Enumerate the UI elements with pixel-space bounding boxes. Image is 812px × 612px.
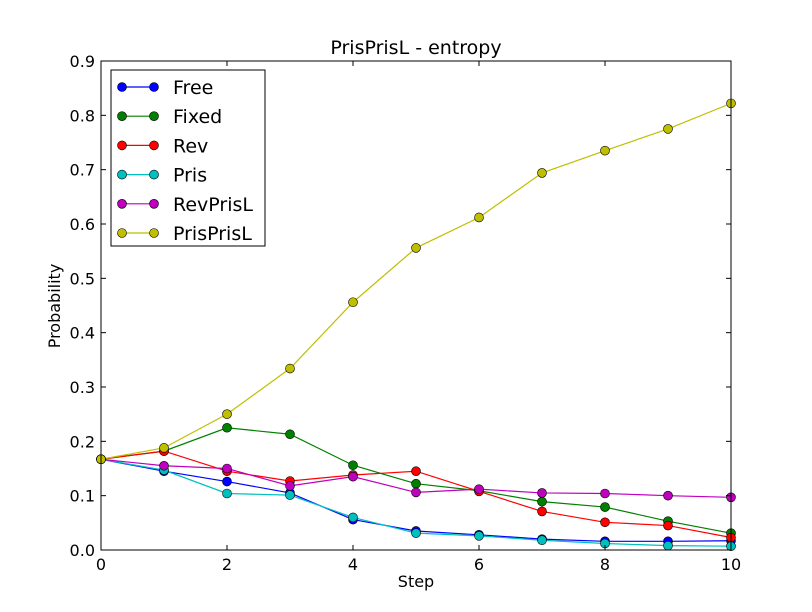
legend-label: Rev: [173, 135, 208, 157]
y-axis-label: Probability: [45, 264, 64, 349]
data-point-prisprisl: [474, 212, 484, 223]
plot-frame: [100, 60, 732, 551]
data-point-fixed: [411, 478, 421, 489]
legend-marker: [149, 140, 159, 151]
data-point-pris: [411, 528, 421, 538]
x-tick-label: 2: [222, 555, 232, 574]
legend-marker: [149, 228, 159, 238]
y-tick-label: 0.0: [70, 541, 95, 560]
legend-marker: [149, 169, 159, 180]
data-point-revprisl: [474, 484, 484, 494]
chart-title: PrisPrisL - entropy: [330, 37, 501, 59]
x-tick-label: 10: [721, 555, 741, 574]
legend-marker: [117, 82, 127, 92]
data-point-prisprisl: [285, 363, 295, 374]
x-axis-label: Step: [398, 572, 434, 591]
legend-marker: [117, 169, 127, 180]
data-point-fixed: [537, 496, 547, 507]
data-point-revprisl: [159, 460, 169, 471]
y-tick-label: 0.2: [70, 432, 95, 451]
data-point-pris: [222, 488, 232, 499]
data-point-fixed: [348, 460, 358, 471]
y-tick-label: 0.1: [70, 487, 95, 506]
data-point-rev: [663, 520, 673, 531]
legend-marker: [149, 199, 159, 209]
data-point-revprisl: [348, 471, 358, 482]
plot-markers: [96, 98, 736, 551]
data-point-prisprisl: [222, 409, 232, 419]
data-point-prisprisl: [348, 297, 358, 308]
data-point-pris: [474, 531, 484, 541]
data-point-rev: [411, 466, 421, 477]
legend-marker: [149, 111, 159, 121]
legend-frame: [110, 69, 266, 247]
legend-label: RevPrisL: [173, 194, 253, 216]
y-tick-label: 0.3: [70, 378, 95, 397]
data-point-revprisl: [663, 490, 673, 501]
y-axis: 0.0 0.1 0.2 0.3 0.4 0.5 0.6 0.7 0.8 0.9: [70, 52, 731, 560]
y-tick-label: 0.8: [70, 106, 95, 125]
data-point-prisprisl: [159, 443, 169, 453]
legend-marker: [149, 82, 159, 92]
data-point-prisprisl: [411, 243, 421, 253]
data-point-pris: [348, 512, 358, 523]
y-tick-label: 0.6: [70, 215, 95, 234]
y-tick-label: 0.7: [70, 161, 95, 180]
data-point-free: [222, 476, 232, 487]
data-point-revprisl: [285, 481, 295, 491]
legend-label: Free: [173, 77, 213, 99]
data-point-prisprisl: [663, 124, 673, 134]
legend-marker: [117, 199, 127, 209]
legend-label: Pris: [173, 165, 207, 187]
legend-marker: [117, 111, 127, 121]
x-tick-label: 4: [348, 555, 358, 574]
x-tick-label: 6: [474, 555, 484, 574]
x-tick-label: 8: [600, 555, 610, 574]
x-tick-label: 0: [96, 555, 106, 574]
data-point-prisprisl: [537, 168, 547, 178]
data-point-pris: [663, 540, 673, 551]
y-tick-label: 0.4: [70, 324, 95, 343]
data-point-rev: [600, 517, 610, 528]
legend: Free Fixed Rev Pris RevPrisL PrisPrisL: [110, 69, 266, 247]
legend-marker: [117, 140, 127, 151]
x-axis: 0 2 4 6 8 10: [96, 61, 741, 574]
data-point-revprisl: [537, 488, 547, 498]
legend-marker: [117, 228, 127, 238]
data-point-revprisl: [222, 463, 232, 474]
data-point-fixed: [600, 502, 610, 512]
legend-label: Fixed: [173, 106, 222, 128]
data-point-prisprisl: [600, 145, 610, 156]
legend-label: PrisPrisL: [173, 223, 252, 245]
data-point-revprisl: [600, 488, 610, 499]
y-tick-label: 0.9: [70, 52, 95, 71]
data-point-pris: [285, 490, 295, 500]
data-point-fixed: [222, 422, 232, 433]
data-point-revprisl: [411, 487, 421, 498]
data-point-rev: [537, 506, 547, 517]
data-point-fixed: [285, 429, 295, 440]
data-point-pris: [537, 535, 547, 546]
y-tick-label: 0.5: [70, 269, 95, 288]
